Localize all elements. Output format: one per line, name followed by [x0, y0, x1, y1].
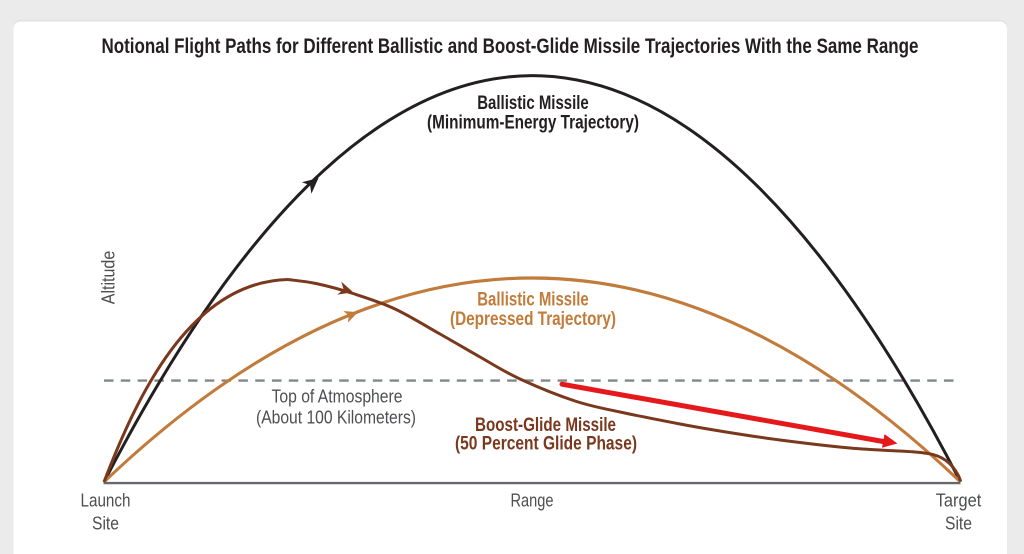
svg-text:(Depressed Trajectory): (Depressed Trajectory) — [450, 309, 616, 330]
svg-text:Site: Site — [945, 512, 972, 533]
svg-text:Ballistic Missile: Ballistic Missile — [477, 289, 589, 310]
svg-text:Launch: Launch — [81, 489, 131, 510]
svg-text:Range: Range — [511, 489, 554, 510]
svg-text:Boost-Glide Missile: Boost-Glide Missile — [475, 415, 616, 436]
svg-text:Ballistic Missile: Ballistic Missile — [477, 93, 589, 114]
svg-text:Notional Flight Paths for Diff: Notional Flight Paths for Different Ball… — [102, 35, 919, 58]
svg-text:(About 100 Kilometers): (About 100 Kilometers) — [256, 406, 416, 427]
svg-text:Target: Target — [936, 489, 982, 510]
svg-text:Site: Site — [92, 512, 119, 533]
svg-text:(50 Percent Glide Phase): (50 Percent Glide Phase) — [455, 434, 637, 455]
svg-text:(Minimum-Energy Trajectory): (Minimum-Energy Trajectory) — [427, 113, 639, 134]
svg-text:Top of Atmosphere: Top of Atmosphere — [272, 386, 403, 407]
svg-text:Altitude: Altitude — [98, 251, 119, 305]
